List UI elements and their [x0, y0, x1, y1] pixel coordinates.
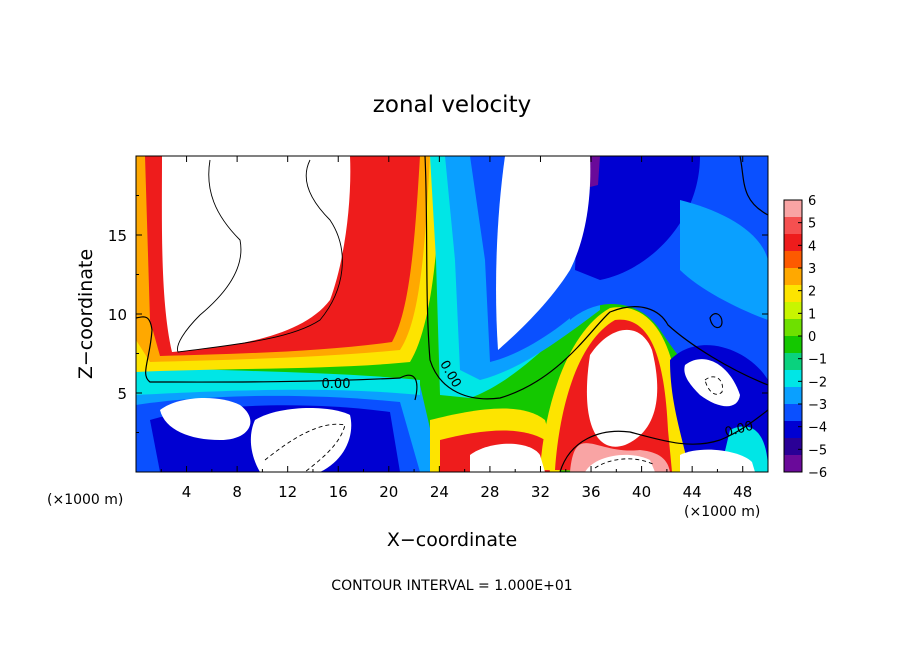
z-unit-label: (×1000 m) — [47, 492, 123, 508]
saturated-region-lower-center — [470, 443, 545, 472]
colorbar-swatch — [784, 370, 802, 388]
contour-label: 0.00 — [723, 419, 755, 441]
y-tick-label: 10 — [108, 306, 127, 324]
colorbar-label: −1 — [808, 353, 827, 368]
colorbar-label: 4 — [808, 239, 816, 254]
y-axis-ticks: 5 10 15 — [108, 195, 768, 433]
x-unit-label: (×1000 m) — [684, 504, 760, 520]
colorbar-swatch — [784, 353, 802, 371]
saturated-region-upper-center — [496, 156, 591, 350]
x-tick-label: 8 — [232, 483, 242, 501]
x-axis-title: X−coordinate — [387, 529, 517, 551]
negative-contour-lower-left — [264, 423, 346, 472]
colorbar-swatch — [784, 455, 802, 473]
colorbar-label: −3 — [808, 398, 827, 413]
colorbar-swatch — [784, 336, 802, 354]
saturated-region-lower-left-2 — [250, 408, 352, 472]
colorbar-label: 6 — [808, 194, 816, 209]
saturated-region-lower-right-blob — [586, 329, 658, 447]
zero-contour-right-top — [739, 156, 768, 216]
saturated-regions — [160, 156, 755, 472]
saturated-region-bottom-right — [680, 449, 755, 472]
x-tick-label: 44 — [683, 483, 702, 501]
zero-contour-small-loop — [709, 313, 723, 329]
contour-lines — [136, 156, 768, 472]
plot-area — [136, 156, 768, 472]
x-tick-label: 24 — [430, 483, 449, 501]
x-tick-label: 36 — [581, 483, 600, 501]
colorbar-swatch — [784, 200, 802, 218]
colorbar-label: 2 — [808, 285, 816, 300]
colorbar-swatch — [784, 421, 802, 439]
x-tick-label: 32 — [531, 483, 550, 501]
x-axis-ticks: 4 8 12 16 20 24 28 32 36 40 44 48 — [160, 156, 752, 501]
colorbar-swatch — [784, 302, 802, 320]
colorbar-swatch — [784, 438, 802, 456]
zero-contour-left — [136, 316, 418, 401]
colorbar-swatch — [784, 268, 802, 286]
colorbar-label: −4 — [808, 421, 827, 436]
colorbar-swatch — [784, 217, 802, 235]
x-tick-label: 20 — [379, 483, 398, 501]
x-tick-label: 48 — [733, 483, 752, 501]
positive-contour-upper-left — [177, 159, 343, 353]
x-tick-label: 40 — [632, 483, 651, 501]
colorbar-swatch — [784, 387, 802, 405]
colorbar-label: −6 — [808, 466, 827, 481]
colorbar-label: −5 — [808, 443, 827, 458]
colorbar-swatch — [784, 234, 802, 252]
colorbar-swatch — [784, 285, 802, 303]
contour-label: 0.00 — [322, 377, 351, 392]
x-tick-label: 12 — [278, 483, 297, 501]
colorbar-label: 1 — [808, 307, 816, 322]
colorbar-swatch — [784, 319, 802, 337]
saturated-region-lower-left-1 — [160, 398, 251, 440]
contour-interval-note: CONTOUR INTERVAL = 1.000E+01 — [331, 578, 572, 594]
zero-contour-center — [424, 156, 768, 400]
x-tick-label: 16 — [329, 483, 348, 501]
chart-title: zonal velocity — [373, 92, 531, 118]
y-tick-label: 5 — [117, 385, 127, 403]
x-tick-label: 28 — [480, 483, 499, 501]
colorbar-label: 3 — [808, 262, 816, 277]
colorbar-swatch — [784, 404, 802, 422]
x-tick-label: 4 — [182, 483, 192, 501]
saturated-region-right-small — [684, 359, 740, 407]
y-axis-title: Z−coordinate — [75, 249, 97, 379]
negative-contour-right — [704, 376, 723, 395]
y-tick-label: 15 — [108, 227, 127, 245]
colorbar: 6 5 4 3 2 1 0 −1 −2 −3 −4 −5 −6 — [783, 194, 827, 481]
field-region-lightblue-right — [680, 200, 768, 320]
negative-contour-bottom-center — [594, 458, 656, 469]
colorbar-swatch — [784, 251, 802, 269]
colorbar-label: 5 — [808, 217, 816, 232]
saturated-region-upper-left — [161, 156, 351, 352]
field-region-navy-upper-right — [575, 156, 700, 280]
colorbar-label: −2 — [808, 375, 827, 390]
field-region-cyan-mid-left — [136, 365, 420, 395]
zero-contour-lower-right — [559, 409, 768, 472]
colorbar-label: 0 — [808, 330, 816, 345]
